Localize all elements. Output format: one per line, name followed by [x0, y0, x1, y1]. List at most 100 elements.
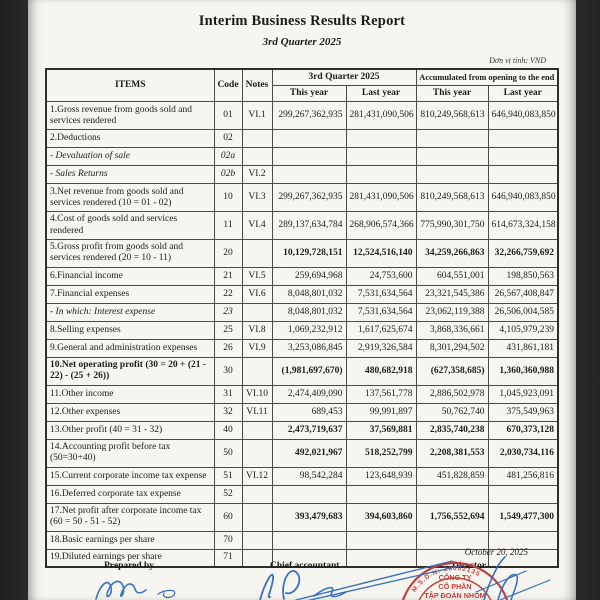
code-cell: 21 [213, 266, 243, 286]
code-cell: 71 [213, 548, 243, 568]
accumulated-this-year-cell: 2,208,381,553 [415, 438, 489, 468]
quarter-last-year-cell: 480,682,918 [345, 356, 417, 386]
note-cell [241, 129, 273, 149]
table-row: 9.General and administration expenses 26 V… [45, 338, 559, 358]
quarter-last-year-cell: 137,561,778 [345, 384, 417, 404]
item-cell: 1.Gross revenue from goods sold and serv… [45, 101, 215, 131]
code-cell: 11 [213, 211, 243, 240]
col-header-items: ITEMS [45, 68, 215, 103]
unit-note: Đơn vị tính: VND [489, 56, 546, 65]
note-cell: VI.11 [241, 402, 273, 422]
report-subtitle: 3rd Quarter 2025 [262, 36, 342, 48]
table-row: 11.Other income 31 VI.10 2,474,409,090 137,5… [45, 384, 559, 404]
quarter-this-year-cell [271, 129, 347, 149]
item-cell: 17.Net profit after corporate income tax… [45, 502, 215, 532]
note-cell [241, 438, 273, 468]
accumulated-last-year-cell [487, 129, 559, 149]
quarter-last-year-cell: 37,569,881 [345, 420, 417, 440]
quarter-last-year-cell: 12,524,516,140 [345, 238, 417, 268]
results-table: ITEMS Code Notes 3rd Quarter 2025 Accumu… [45, 68, 560, 569]
note-cell: VI.8 [241, 320, 273, 340]
quarter-last-year-cell: 268,906,574,366 [345, 211, 417, 240]
item-cell: 5.Gross profit from goods sold and servi… [45, 238, 215, 268]
table-row: - Devaluation of sale 02a [45, 147, 559, 167]
quarter-this-year-cell: 98,542,284 [271, 466, 347, 486]
col-header-quarter-this-year: This year [271, 85, 347, 103]
note-cell: VI.3 [241, 183, 273, 213]
table-row: 4.Cost of goods sold and services render… [45, 211, 559, 240]
accumulated-this-year-cell: 775,990,301,750 [415, 211, 489, 240]
table-row: 14.Accounting profit before tax (50=30+4… [45, 438, 559, 468]
code-cell: 20 [213, 238, 243, 268]
note-cell: VI.12 [241, 466, 273, 486]
accumulated-this-year-cell: 810,249,568,613 [415, 101, 489, 131]
quarter-last-year-cell: 7,531,634,564 [345, 284, 417, 304]
note-cell: VI.6 [241, 284, 273, 304]
quarter-this-year-cell: 299,267,362,935 [271, 183, 347, 213]
quarter-this-year-cell: 2,473,719,637 [271, 420, 347, 440]
item-cell: 15.Current corporate income tax expense [45, 466, 215, 486]
label-chief-accountant: Chief accountant [270, 561, 340, 571]
note-cell: VI.9 [241, 338, 273, 358]
quarter-this-year-cell: 3,253,086,845 [271, 338, 347, 358]
quarter-last-year-cell [345, 484, 417, 504]
item-cell: 2.Deductions [45, 129, 215, 149]
stamp-text-line2: CỔ PHẦN [438, 581, 471, 591]
code-cell: 60 [213, 502, 243, 532]
accumulated-last-year-cell: 26,567,408,847 [487, 284, 559, 304]
quarter-this-year-cell [271, 147, 347, 167]
note-cell: VI.10 [241, 384, 273, 404]
accumulated-this-year-cell: 50,762,740 [415, 402, 489, 422]
signature-prepared-by-icon [95, 580, 176, 600]
accumulated-last-year-cell: 481,256,816 [487, 466, 559, 486]
col-header-acc-last-year: Last year [487, 85, 559, 103]
code-cell: 23 [213, 302, 243, 322]
code-cell: 26 [213, 338, 243, 358]
note-cell [241, 420, 273, 440]
quarter-this-year-cell: 8,048,801,032 [271, 302, 347, 322]
item-cell: 10.Net operating profit (30 = 20 + (21 -… [45, 356, 215, 386]
code-cell: 50 [213, 438, 243, 468]
note-cell [241, 484, 273, 504]
accumulated-this-year-cell: 8,301,294,502 [415, 338, 489, 358]
note-cell: VI.4 [241, 211, 273, 240]
accumulated-last-year-cell: 4,105,979,239 [487, 320, 559, 340]
item-cell: 11.Other income [45, 384, 215, 404]
item-cell: - Devaluation of sale [45, 147, 215, 167]
accumulated-last-year-cell [487, 484, 559, 504]
item-cell: 9.General and administration expenses [45, 338, 215, 358]
table-row: 1.Gross revenue from goods sold and serv… [45, 101, 559, 131]
code-cell: 52 [213, 484, 243, 504]
item-cell: 18.Basic earnings per share [45, 530, 215, 550]
item-cell: 4.Cost of goods sold and services render… [45, 211, 215, 240]
quarter-last-year-cell: 24,753,600 [345, 266, 417, 286]
accumulated-last-year-cell: 2,030,734,116 [487, 438, 559, 468]
table-row: - In which: Interest expense 23 8,048,801,… [45, 302, 559, 322]
table-row: 7.Financial expenses 22 VI.6 8,048,801,032 7… [45, 284, 559, 304]
quarter-last-year-cell: 281,431,090,506 [345, 101, 417, 131]
quarter-this-year-cell: 2,474,409,090 [271, 384, 347, 404]
accumulated-this-year-cell: 23,062,119,388 [415, 302, 489, 322]
note-cell: VI.2 [241, 165, 273, 185]
quarter-last-year-cell: 99,991,897 [345, 402, 417, 422]
quarter-this-year-cell: 1,069,232,912 [271, 320, 347, 340]
quarter-last-year-cell [345, 165, 417, 185]
item-cell: 14.Accounting profit before tax (50=30+4… [45, 438, 215, 468]
code-cell: 32 [213, 402, 243, 422]
quarter-last-year-cell: 2,919,326,584 [345, 338, 417, 358]
stamp-text-line1: CÔNG TY [439, 573, 472, 582]
table-row: 12.Other expenses 32 VI.11 689,453 99,991,89… [45, 402, 559, 422]
table-row: - Sales Returns 02b VI.2 [45, 165, 559, 185]
table-row: 3.Net revenue from goods sold and servic… [45, 183, 559, 213]
accumulated-this-year-cell: 23,321,545,386 [415, 284, 489, 304]
accumulated-this-year-cell: 34,259,266,863 [415, 238, 489, 268]
quarter-this-year-cell: 299,267,362,935 [271, 101, 347, 131]
col-header-acc-this-year: This year [415, 85, 489, 103]
code-cell: 51 [213, 466, 243, 486]
code-cell: 10 [213, 183, 243, 213]
stamp-text-line3: TẬP ĐOÀN NHÔM [424, 591, 485, 600]
accumulated-last-year-cell: 1,549,477,300 [487, 502, 559, 532]
table-row: 10.Net operating profit (30 = 20 + (21 -… [45, 356, 559, 386]
code-cell: 22 [213, 284, 243, 304]
label-prepared-by: Prepared by [104, 561, 155, 571]
